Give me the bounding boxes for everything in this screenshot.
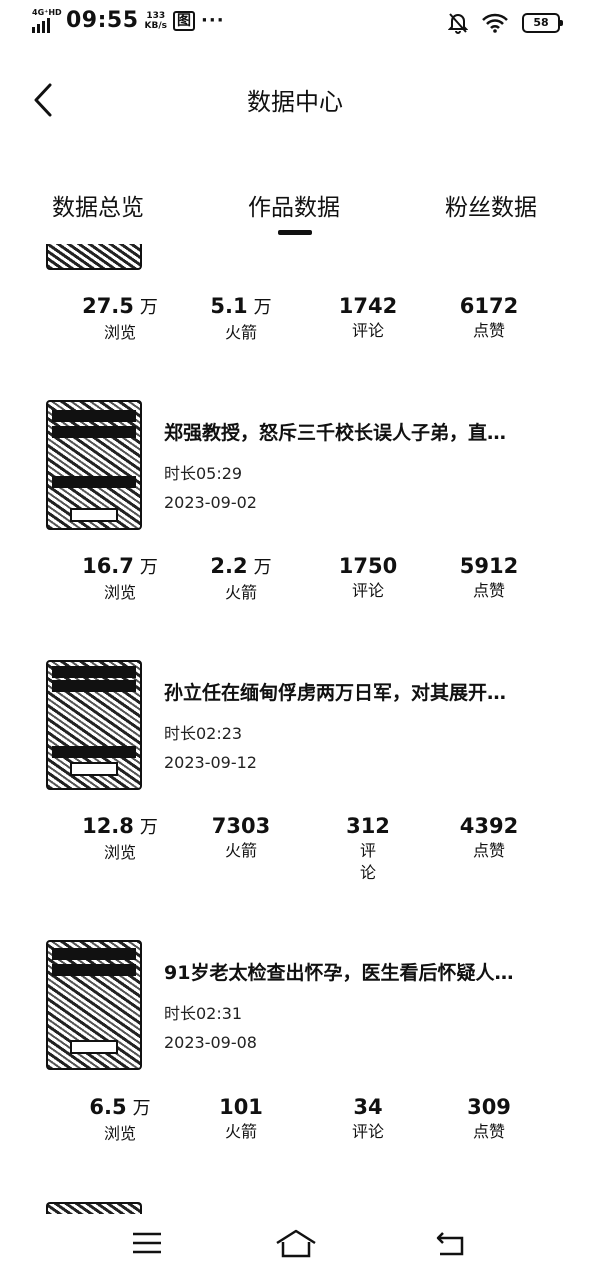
chevron-left-icon <box>34 83 52 117</box>
stat-likes: 6172 点赞 <box>459 294 519 340</box>
stat-comments: 34 评论 <box>351 1095 384 1141</box>
video-thumbnail[interactable] <box>46 940 142 1070</box>
video-card[interactable]: 郑强教授，怒斥三千校长误人子弟，直… 时长05:29 2023-09-02 <box>0 400 590 540</box>
battery-icon: 58 <box>522 13 563 33</box>
menu-icon <box>133 1232 161 1254</box>
stat-rockets: 7303 火箭 <box>211 814 271 860</box>
video-title[interactable]: 孙立任在缅甸俘虏两万日军，对其展开… <box>164 682 507 704</box>
video-stats: 27.5 万 浏览 5.1 万 火箭 1742 评论 6172 点赞 <box>0 292 590 352</box>
video-thumbnail[interactable] <box>46 244 142 270</box>
video-stats: 6.5 万 浏览 101 火箭 34 评论 309 点赞 <box>0 1093 590 1153</box>
network-type: 4G⁺HD <box>32 7 62 17</box>
stat-rockets: 5.1 万 火箭 <box>210 294 272 342</box>
menu-button[interactable] <box>130 1228 170 1262</box>
video-date: 2023-09-02 <box>164 493 257 512</box>
stat-comments: 1742 评论 <box>338 294 398 340</box>
back-button[interactable] <box>32 78 72 122</box>
works-list[interactable]: 27.5 万 浏览 5.1 万 火箭 1742 评论 6172 点赞 郑强教授，怒斥… <box>0 244 590 1214</box>
video-thumbnail[interactable] <box>46 400 142 530</box>
stat-likes: 4392 点赞 <box>459 814 519 860</box>
app-header: 数据中心 <box>0 70 590 130</box>
system-nav-bar <box>0 1214 590 1280</box>
tab-fans[interactable]: 粉丝数据 <box>445 195 537 221</box>
network-speed: 133 KB/s <box>144 10 168 31</box>
video-stats: 12.8 万 浏览 7303 火箭 312 评论 4392 点赞 <box>0 812 590 882</box>
status-left: 4G⁺HD 09:55 133 KB/s 图 ··· <box>32 8 225 33</box>
page-title: 数据中心 <box>247 88 343 116</box>
video-duration: 时长02:23 <box>164 724 243 743</box>
stat-views: 12.8 万 浏览 <box>82 814 158 862</box>
tab-overview[interactable]: 数据总览 <box>52 195 144 221</box>
stat-rockets: 2.2 万 火箭 <box>210 554 272 602</box>
video-title[interactable]: 91岁老太检查出怀孕，医生看后怀疑人… <box>164 962 514 984</box>
tab-works[interactable]: 作品数据 <box>248 195 340 221</box>
wifi-icon <box>482 13 508 33</box>
clock: 09:55 <box>66 8 139 33</box>
home-icon <box>276 1229 316 1258</box>
video-thumbnail[interactable] <box>46 660 142 790</box>
status-right: 58 <box>448 12 563 34</box>
tab-bar: 数据总览 作品数据 粉丝数据 <box>0 180 590 240</box>
bell-off-icon <box>448 13 468 34</box>
stat-likes: 5912 点赞 <box>459 554 519 600</box>
return-icon <box>436 1232 464 1256</box>
video-thumbnail[interactable] <box>46 1202 142 1214</box>
video-duration: 时长02:31 <box>164 1004 243 1023</box>
stat-rockets: 101 火箭 <box>219 1095 263 1141</box>
more-notifications-icon: ··· <box>201 10 225 31</box>
stat-comments: 312 评论 <box>346 814 390 882</box>
return-button[interactable] <box>434 1228 474 1262</box>
stat-views: 16.7 万 浏览 <box>82 554 158 602</box>
video-card[interactable]: 91岁老太检查出怀孕，医生看后怀疑人… 时长02:31 2023-09-08 <box>0 940 590 1080</box>
video-title[interactable]: 郑强教授，怒斥三千校长误人子弟，直… <box>164 422 507 444</box>
video-stats: 16.7 万 浏览 2.2 万 火箭 1750 评论 5912 点赞 <box>0 552 590 612</box>
notification-app-icon: 图 <box>173 10 196 31</box>
status-bar: 4G⁺HD 09:55 133 KB/s 图 ··· 58 <box>0 0 590 44</box>
stat-views: 27.5 万 浏览 <box>82 294 158 342</box>
stat-comments: 1750 评论 <box>338 554 398 600</box>
active-tab-indicator <box>278 230 312 235</box>
stat-views: 6.5 万 浏览 <box>89 1095 151 1143</box>
video-card[interactable]: 孙立任在缅甸俘虏两万日军，对其展开… 时长02:23 2023-09-12 <box>0 660 590 800</box>
video-duration: 时长05:29 <box>164 464 243 483</box>
video-date: 2023-09-08 <box>164 1033 257 1052</box>
stat-likes: 309 点赞 <box>467 1095 511 1141</box>
home-button[interactable] <box>274 1228 318 1262</box>
video-date: 2023-09-12 <box>164 753 257 772</box>
cellular-signal-icon: 4G⁺HD <box>32 7 62 33</box>
